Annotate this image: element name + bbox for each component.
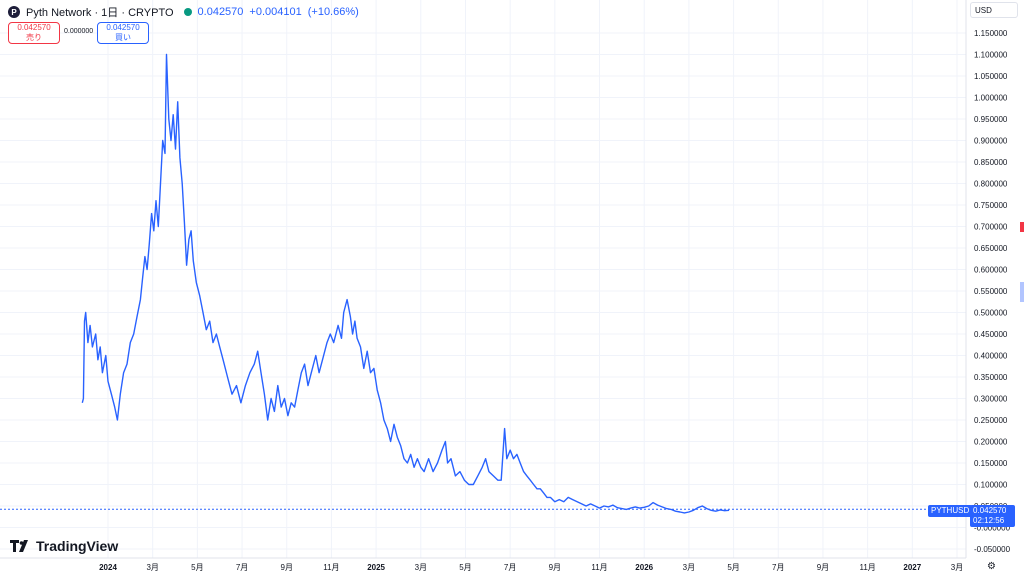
symbol-badge: PYTHUSD [928,505,973,517]
price-tick-label: 0.700000 [974,223,1008,232]
price-tick-label: 0.150000 [974,459,1008,468]
time-tick-label: 7月 [236,563,248,572]
price-tick-label: 0.400000 [974,352,1008,361]
time-tick-label: 3月 [683,563,695,572]
time-tick-label: 2024 [99,563,117,572]
time-tick-label: 2027 [903,563,921,572]
time-tick-label: 9月 [817,563,829,572]
buy-label: 買い [115,33,131,42]
time-tick-label: 3月 [951,563,963,572]
price-tick-label: 0.850000 [974,158,1008,167]
buy-price: 0.042570 [106,23,140,32]
price-tick-label: 0.200000 [974,438,1008,447]
header-change: +0.004101 [249,6,302,18]
price-tick-label: 0.750000 [974,201,1008,210]
price-tick-label: 0.250000 [974,416,1008,425]
tradingview-wordmark: TradingView [36,538,119,554]
header-change-percent: (+10.66%) [307,6,359,18]
sell-price: 0.042570 [17,23,51,32]
last-price-value: 0.042570 [973,506,1007,515]
time-axis[interactable]: 2024 3月 5月 7月 9月 11月 2025 3月 5月 7月 9月 11月 2026 3月 5月 7月… [99,563,963,572]
time-tick-label: 3月 [415,563,427,572]
price-tick-label: 0.100000 [974,481,1008,490]
time-tick-label: 11月 [323,563,339,572]
price-tick-label: 0.650000 [974,244,1008,253]
pyth-logo-icon: P [8,6,20,18]
price-tick-label: -0.000000 [974,524,1011,533]
bar-countdown: 02:12:56 [973,516,1005,525]
price-tick-label: 1.100000 [974,51,1008,60]
price-tick-label: 0.600000 [974,266,1008,275]
chart-grid [0,0,966,558]
price-tick-label: 1.000000 [974,94,1008,103]
side-marker-blue [1020,282,1024,302]
time-tick-label: 9月 [281,563,293,572]
time-tick-label: 7月 [772,563,784,572]
price-tick-label: 1.150000 [974,29,1008,38]
sell-label: 売り [26,33,42,42]
price-tick-label: 0.800000 [974,180,1008,189]
series-line [81,53,730,514]
price-tick-label: 1.050000 [974,72,1008,81]
symbol-title[interactable]: Pyth Network · 1日 · CRYPTO [26,7,174,19]
price-tick-label: 0.500000 [974,309,1008,318]
time-tick-label: 7月 [504,563,516,572]
time-tick-label: 5月 [727,563,739,572]
price-tick-label: 0.450000 [974,330,1008,339]
market-status-icon [183,8,192,16]
header-price: 0.042570 [197,6,244,18]
price-tick-label: -0.050000 [974,545,1011,554]
buy-button[interactable]: 0.042570 買い [97,22,149,44]
settings-gear-icon[interactable]: ⚙ [987,561,996,572]
side-marker-red [1020,222,1024,232]
time-tick-label: 5月 [459,563,471,572]
price-tick-label: 0.550000 [974,287,1008,296]
price-tick-label: 0.900000 [974,137,1008,146]
last-price-badge: 0.042570 02:12:56 [970,505,1015,527]
time-tick-label: 11月 [859,563,875,572]
price-axis[interactable]: 1.150000 1.100000 1.050000 1.000000 0.950000… [974,29,1011,554]
price-tick-label: 0.350000 [974,373,1008,382]
time-tick-label: 3月 [146,563,158,572]
price-tick-label: 0.300000 [974,395,1008,404]
chart-header: P Pyth Network · 1日 · CRYPTO 0.042570 +0… [8,4,359,20]
time-tick-label: 2026 [635,563,653,572]
time-tick-label: 5月 [191,563,203,572]
tradingview-logo[interactable]: TradingView [10,538,118,554]
sell-button[interactable]: 0.042570 売り [8,22,60,44]
currency-selector[interactable]: USD [970,2,1018,18]
price-tick-label: 0.950000 [974,115,1008,124]
tradingview-mark-icon [10,540,28,552]
time-tick-label: 2025 [367,563,385,572]
time-tick-label: 9月 [549,563,561,572]
time-tick-label: 11月 [591,563,607,572]
spread-value: 0.000000 [64,28,94,35]
